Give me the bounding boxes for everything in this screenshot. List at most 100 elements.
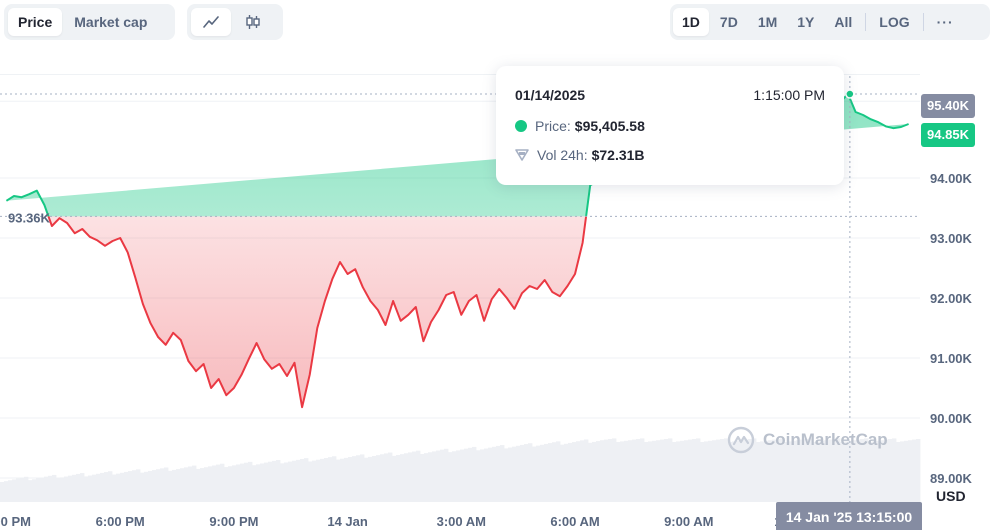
volume-bar xyxy=(12,479,17,502)
volume-bar xyxy=(588,442,593,502)
volume-bar xyxy=(372,456,377,502)
volume-bar xyxy=(252,465,257,502)
volume-bar xyxy=(652,440,657,502)
volume-bar xyxy=(308,461,313,502)
volume-bar xyxy=(204,467,209,502)
volume-bar xyxy=(696,438,701,502)
volume-bar xyxy=(744,439,749,502)
area-above-reference xyxy=(6,94,909,217)
range-7d[interactable]: 7D xyxy=(719,14,738,30)
volume-bar xyxy=(44,476,49,502)
volume-bar xyxy=(632,439,637,502)
volume-bar xyxy=(740,440,745,502)
y-tick-label: 92.00K xyxy=(930,291,973,306)
range-1d[interactable]: 1D xyxy=(673,8,709,36)
volume-bar xyxy=(100,472,105,502)
x-axis: 3:00 PM 6:00 PM 9:00 PM 14 Jan 3:00 AM 6:00 A… xyxy=(0,514,831,529)
volume-bar xyxy=(700,442,705,502)
volume-bar xyxy=(388,452,393,502)
volume-bar xyxy=(876,440,881,502)
volume-bar xyxy=(56,478,61,502)
volume-bar xyxy=(856,439,861,502)
area-below-reference xyxy=(48,216,587,408)
volume-bar xyxy=(464,448,469,502)
volume-bar xyxy=(192,465,197,502)
volume-bar xyxy=(460,449,465,502)
volume-bar xyxy=(396,455,401,502)
volume-bar xyxy=(20,477,25,502)
volume-bar xyxy=(132,470,137,502)
volume-bar xyxy=(596,441,601,502)
x-tick-label: 9:00 AM xyxy=(664,514,713,529)
volume-bar xyxy=(24,476,29,502)
volume-bar xyxy=(516,445,521,502)
volume-bar xyxy=(76,473,81,502)
area-fills xyxy=(6,94,909,408)
volume-bar xyxy=(284,462,289,502)
range-selector: 1D 7D 1M 1Y All LOG ··· xyxy=(670,4,990,40)
range-1m[interactable]: 1M xyxy=(757,14,778,30)
volume-bar xyxy=(200,468,205,502)
volume-bar xyxy=(456,450,461,502)
volume-bar xyxy=(716,439,721,502)
volume-bar xyxy=(152,470,157,502)
volume-bar xyxy=(764,440,769,502)
log-scale-button[interactable]: LOG xyxy=(879,14,910,30)
volume-bar xyxy=(580,440,585,502)
tooltip-volume-label: Vol 24h: xyxy=(537,147,588,163)
volume-bar xyxy=(540,444,545,502)
tab-market-cap[interactable]: Market cap xyxy=(74,14,148,30)
volume-bar xyxy=(868,442,873,502)
volume-bar xyxy=(120,472,125,502)
tooltip-volume-row: Vol 24h: $72.31B xyxy=(515,147,645,163)
more-options-button[interactable]: ··· xyxy=(936,14,954,30)
volume-bar xyxy=(592,441,597,502)
volume-bar xyxy=(84,476,89,502)
volume-bar xyxy=(500,445,505,502)
hover-price-tag: 95.40K xyxy=(921,94,975,118)
volume-bar xyxy=(628,440,633,502)
volume-bar xyxy=(196,468,201,502)
price-tooltip: 01/14/2025 1:15:00 PM Price: $95,405.58 V… xyxy=(496,66,844,185)
volume-bar xyxy=(644,442,649,502)
volume-bar xyxy=(888,439,893,502)
tab-price[interactable]: Price xyxy=(8,8,63,36)
price-dot-icon xyxy=(515,120,527,132)
hover-point xyxy=(845,89,855,99)
volume-bar xyxy=(844,441,849,502)
line-chart-button[interactable] xyxy=(191,8,231,36)
volume-bar xyxy=(368,456,373,502)
metric-toggle: Price Market cap xyxy=(4,4,175,40)
volume-bar xyxy=(864,438,869,502)
range-all[interactable]: All xyxy=(834,14,853,30)
volume-bar xyxy=(52,474,57,502)
volume-bar xyxy=(824,440,829,502)
volume-bar xyxy=(584,439,589,502)
volume-bar xyxy=(760,441,765,502)
volume-bar xyxy=(436,450,441,502)
volume-bar xyxy=(508,447,513,502)
volume-bar xyxy=(608,439,613,502)
volume-bar xyxy=(440,449,445,502)
volume-bar xyxy=(4,481,9,502)
volume-bar xyxy=(572,442,577,502)
volume-bar xyxy=(720,439,725,502)
volume-bar xyxy=(400,454,405,502)
candlestick-chart-button[interactable] xyxy=(233,8,273,36)
y-tick-label: 93.00K xyxy=(930,231,973,246)
volume-bar xyxy=(520,444,525,502)
volume-bar xyxy=(544,443,549,502)
range-1y[interactable]: 1Y xyxy=(797,14,815,30)
volume-bar xyxy=(648,441,653,502)
volume-bar xyxy=(820,440,825,502)
volume-bar xyxy=(104,472,109,502)
volume-bar xyxy=(452,451,457,502)
tooltip-price-value: $95,405.58 xyxy=(574,118,645,134)
volume-bar xyxy=(236,464,241,502)
volume-bar xyxy=(300,459,305,502)
volume-bar xyxy=(0,482,5,502)
volume-bar xyxy=(216,464,221,502)
volume-bar xyxy=(660,439,665,502)
volume-bar xyxy=(144,471,149,502)
